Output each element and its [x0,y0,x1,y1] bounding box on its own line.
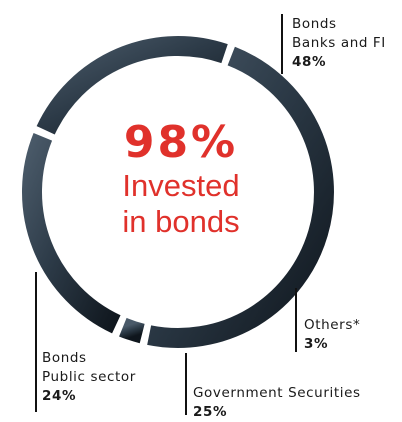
label-others-line1: Others* [304,317,361,333]
label-gov-line1: Government Securities [193,385,361,401]
label-gov-pct: 25% [193,404,228,420]
label-banks-pct: 48% [292,54,327,70]
leader-others [295,288,297,352]
label-banks-line1: Bonds [292,16,337,32]
label-public: Bonds Public sector 24% [42,349,136,406]
label-others: Others* 3% [304,316,360,354]
center-summary: 98% Invested in bonds [76,118,286,240]
label-public-line1: Bonds [42,350,87,366]
leader-public [35,272,37,412]
center-line-1: Invested [122,168,240,203]
segment-gov [22,133,121,334]
leader-banks [281,14,283,74]
center-line-2: in bonds [122,204,240,239]
label-public-pct: 24% [42,388,77,404]
label-banks-line2: Banks and FI [292,35,386,51]
segment-others [119,317,145,344]
segment-public [36,36,228,135]
center-value: 98% [123,117,239,168]
label-banks: Bonds Banks and FI 48% [292,15,386,72]
label-gov: Government Securities 25% [193,384,361,422]
label-others-pct: 3% [304,336,329,352]
leader-gov [185,353,187,415]
segment-banks [147,46,334,348]
label-public-line2: Public sector [42,369,136,385]
